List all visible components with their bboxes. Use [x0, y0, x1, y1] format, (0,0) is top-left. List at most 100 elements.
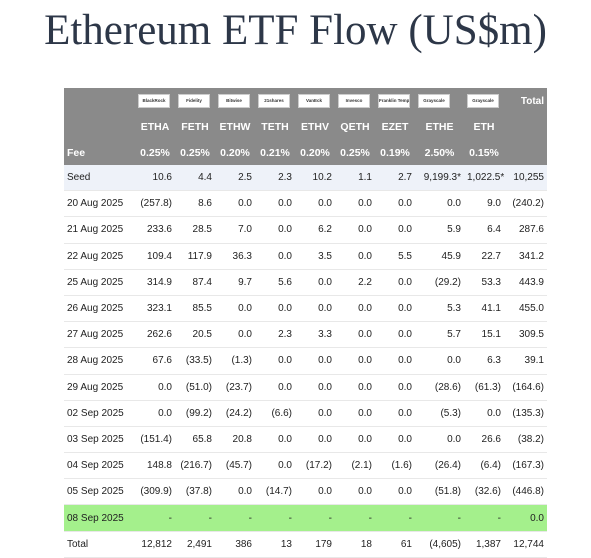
row-total-cell: 39.1	[504, 347, 547, 375]
table-row: Total 12,812 2,491 386 13 179 18 61 (4,605) 1,387…	[64, 531, 547, 558]
flow-cell: (99.2)	[175, 400, 215, 427]
ticker-cell	[504, 114, 547, 140]
flow-cell: (1.6)	[375, 452, 415, 480]
flow-cell: 1,022.5*	[464, 165, 504, 192]
flow-cell: (29.2)	[415, 269, 464, 296]
fund-logo-cell: Franklin Templeton	[375, 88, 415, 114]
flow-cell: 0.0	[255, 216, 295, 244]
flow-cell: 2.7	[375, 165, 415, 192]
blackrock-logo-icon: BlackRock	[138, 94, 170, 108]
flow-cell: 2.5	[215, 165, 255, 192]
flow-cell: 85.5	[175, 295, 215, 323]
flow-cell: 18	[335, 531, 375, 558]
flow-cell: 0.0	[335, 426, 375, 454]
row-label: 02 Sep 2025	[64, 400, 135, 427]
flow-cell: 386	[215, 531, 255, 558]
flow-cell: 179	[295, 531, 335, 558]
fee-cell: 0.20%	[295, 140, 335, 165]
flow-cell: 0.0	[255, 295, 295, 323]
row-total-cell: 12,744	[504, 531, 547, 558]
flow-cell: 67.6	[135, 347, 175, 375]
flow-cell: 5.5	[375, 243, 415, 270]
fund-logo-cell: Invesco	[335, 88, 375, 114]
logo-row: BlackRock Fidelity Bitwise 21shares VanE…	[64, 88, 547, 114]
flow-cell: 3.5	[295, 243, 335, 270]
fund-logo-cell: 21shares	[255, 88, 295, 114]
flow-cell: 0.0	[415, 426, 464, 454]
row-total-cell: 287.6	[504, 216, 547, 244]
fund-logo-cell: VanEck	[295, 88, 335, 114]
row-label: 03 Sep 2025	[64, 426, 135, 454]
flow-cell: 7.0	[215, 216, 255, 244]
flow-cell: 0.0	[295, 347, 335, 375]
flow-cell: 0.0	[255, 190, 295, 218]
flow-cell: 45.9	[415, 243, 464, 270]
flow-cell: 53.3	[464, 269, 504, 296]
flow-cell: 13	[255, 531, 295, 558]
table-row: 21 Aug 2025 233.6 28.5 7.0 0.0 6.2 0.0 0.0 5.9 6.…	[64, 216, 547, 244]
flow-cell: 0.0	[335, 321, 375, 349]
flow-cell: 148.8	[135, 452, 175, 480]
flow-cell: 233.6	[135, 216, 175, 244]
fee-cell: 0.21%	[255, 140, 295, 165]
fee-row: Fee 0.25% 0.25% 0.20% 0.21% 0.20% 0.25% …	[64, 140, 547, 165]
fee-cell: 0.19%	[375, 140, 415, 165]
flow-cell: 10.6	[135, 165, 175, 192]
fund-logo-cell: BlackRock	[135, 88, 175, 114]
fidelity-logo-icon: Fidelity	[178, 94, 210, 108]
table-row: 28 Aug 2025 67.6 (33.5) (1.3) 0.0 0.0 0.0 0.0 0.…	[64, 347, 547, 375]
flow-cell: -	[375, 504, 415, 532]
flow-cell: (61.3)	[464, 374, 504, 401]
grayscale-logo-icon: Grayscale	[418, 94, 450, 108]
table-row: 05 Sep 2025 (309.9) (37.8) 0.0 (14.7) 0.0 0.0 0…	[64, 478, 547, 506]
table-row: 04 Sep 2025 148.8 (216.7) (45.7) 0.0 (17.2) (2…	[64, 452, 547, 480]
vaneck-logo-icon: VanEck	[298, 94, 330, 108]
flow-cell: 314.9	[135, 269, 175, 296]
row-label: 05 Sep 2025	[64, 478, 135, 506]
ticker-row: ETHA FETH ETHW TETH ETHV QETH EZET ETHE …	[64, 114, 547, 140]
table-row: 03 Sep 2025 (151.4) 65.8 20.8 0.0 0.0 0.0 0.0 0.…	[64, 426, 547, 454]
fee-label: Fee	[64, 140, 135, 165]
flow-cell: (5.3)	[415, 400, 464, 427]
flow-cell: 87.4	[175, 269, 215, 296]
table-row: 26 Aug 2025 323.1 85.5 0.0 0.0 0.0 0.0 0.0 5.3 41…	[64, 295, 547, 323]
table-row: 25 Aug 2025 314.9 87.4 9.7 5.6 0.0 2.2 0.0 (29.2…	[64, 269, 547, 296]
flow-cell: 9.0	[464, 190, 504, 218]
flow-cell: (6.4)	[464, 452, 504, 480]
flow-cell: 6.2	[295, 216, 335, 244]
flow-cell: 0.0	[335, 478, 375, 506]
flow-cell: -	[255, 504, 295, 532]
flow-cell: 0.0	[295, 374, 335, 401]
flow-cell: (1.3)	[215, 347, 255, 375]
row-total-cell: (240.2)	[504, 190, 547, 218]
flow-cell: 2.3	[255, 321, 295, 349]
flow-cell: 0.0	[255, 347, 295, 375]
ticker-cell: QETH	[335, 114, 375, 140]
flow-cell: 2.3	[255, 165, 295, 192]
flow-cell: 117.9	[175, 243, 215, 270]
flow-cell: 0.0	[215, 478, 255, 506]
table-row: Seed 10.6 4.4 2.5 2.3 10.2 1.1 2.7 9,199.3* 1,022…	[64, 165, 547, 192]
flow-cell: 2,491	[175, 531, 215, 558]
flow-cell: 10.2	[295, 165, 335, 192]
flow-cell: 0.0	[135, 400, 175, 427]
ticker-cell: ETHW	[215, 114, 255, 140]
row-total-cell: 10,255	[504, 165, 547, 192]
row-label: 08 Sep 2025	[64, 504, 135, 532]
total-header: Total	[504, 88, 547, 114]
flow-cell: (51.8)	[415, 478, 464, 506]
flow-cell: (14.7)	[255, 478, 295, 506]
ticker-cell: ETH	[464, 114, 504, 140]
flow-cell: 2.2	[335, 269, 375, 296]
flow-cell: 0.0	[415, 190, 464, 218]
flow-cell: (24.2)	[215, 400, 255, 427]
fee-cell: 0.25%	[135, 140, 175, 165]
ticker-cell: FETH	[175, 114, 215, 140]
table-row: 22 Aug 2025 109.4 117.9 36.3 0.0 3.5 0.0 5.5 45.…	[64, 243, 547, 270]
ticker-cell: ETHA	[135, 114, 175, 140]
flow-cell: 0.0	[335, 190, 375, 218]
flow-cell: 0.0	[375, 269, 415, 296]
row-total-cell: 0.0	[504, 504, 547, 532]
row-label: 28 Aug 2025	[64, 347, 135, 375]
flow-cell: (32.6)	[464, 478, 504, 506]
